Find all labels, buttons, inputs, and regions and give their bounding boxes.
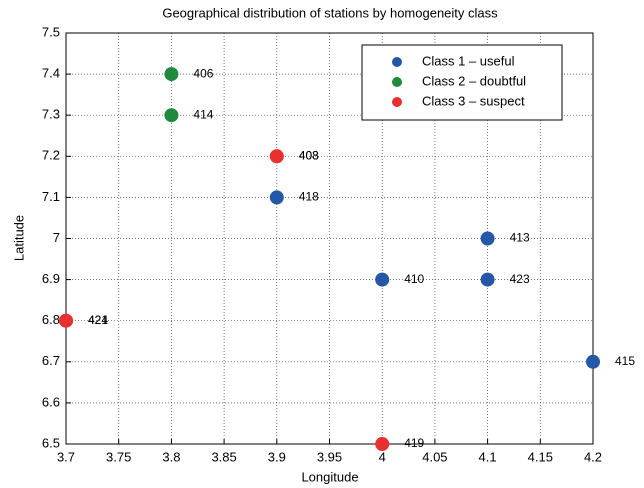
point-label: 406 xyxy=(193,66,213,80)
y-tick-label: 6.9 xyxy=(42,271,60,286)
y-tick-label: 6.5 xyxy=(42,435,60,450)
plot-frame xyxy=(65,32,594,445)
point-label: 421 xyxy=(88,313,108,327)
point xyxy=(164,108,179,123)
x-tick-label: 4.15 xyxy=(528,449,553,464)
point-label: 423 xyxy=(510,272,530,286)
point-label: 414 xyxy=(193,107,213,121)
point xyxy=(586,354,600,369)
y-tick-label: 7.2 xyxy=(42,148,60,163)
y-tick-label: 7.5 xyxy=(42,24,60,39)
x-tick-label: 4 xyxy=(379,449,386,464)
y-tick-label: 7.1 xyxy=(42,189,60,204)
legend-label: Class 3 – suspect xyxy=(422,93,525,108)
x-tick-label: 3.8 xyxy=(162,449,180,464)
point-label: 413 xyxy=(510,231,530,245)
x-tick-label: 4.05 xyxy=(422,449,447,464)
x-axis-label: Longitude xyxy=(301,469,358,484)
point xyxy=(269,149,284,164)
legend-marker xyxy=(392,77,402,87)
point-label: 415 xyxy=(615,354,635,368)
legend-marker xyxy=(392,57,402,67)
x-tick-label: 4.2 xyxy=(584,449,602,464)
point xyxy=(480,272,495,287)
legend-label: Class 1 – useful xyxy=(422,53,515,68)
point-label: 424 xyxy=(88,313,108,327)
point-label: 403 xyxy=(299,148,319,162)
point xyxy=(480,231,495,246)
y-tick-label: 6.6 xyxy=(42,394,60,409)
x-tick-label: 4.1 xyxy=(479,449,497,464)
legend-label: Class 2 – doubtful xyxy=(422,73,526,88)
y-tick-label: 6.7 xyxy=(42,353,60,368)
point-label: 418 xyxy=(299,190,319,204)
x-tick-label: 3.95 xyxy=(317,449,342,464)
y-tick-label: 7 xyxy=(53,230,60,245)
y-tick-label: 7.4 xyxy=(42,66,60,81)
point xyxy=(375,437,390,451)
point xyxy=(59,313,73,328)
point xyxy=(164,67,179,82)
x-tick-label: 3.9 xyxy=(268,449,286,464)
point-label: 410 xyxy=(404,272,424,286)
point-label: 419 xyxy=(404,436,424,450)
y-tick-label: 7.3 xyxy=(42,107,60,122)
point xyxy=(375,272,390,287)
chart-title: Geographical distribution of stations by… xyxy=(162,5,498,20)
x-tick-label: 3.7 xyxy=(57,449,75,464)
y-tick-label: 6.8 xyxy=(42,312,60,327)
legend-marker xyxy=(392,97,402,107)
point xyxy=(269,190,284,205)
x-tick-label: 3.75 xyxy=(106,449,131,464)
point-label: 408 xyxy=(299,148,319,162)
y-axis-label: Latitude xyxy=(11,215,26,261)
x-tick-label: 3.85 xyxy=(211,449,236,464)
